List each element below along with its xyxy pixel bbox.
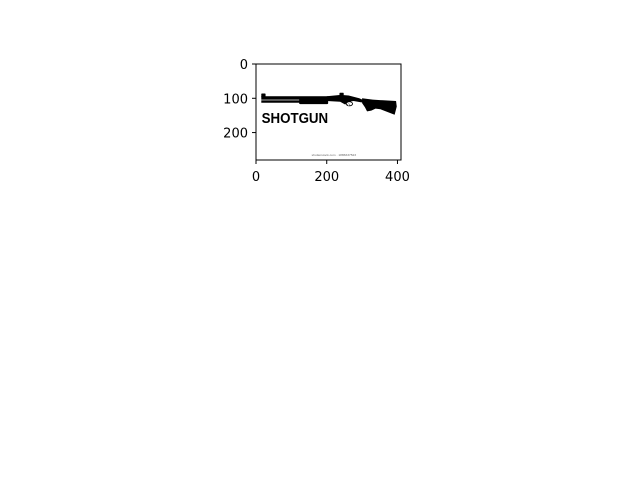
x-tick-label: 200 bbox=[314, 170, 339, 185]
y-tick-label: 200 bbox=[223, 127, 248, 142]
pump-foreend bbox=[299, 98, 329, 105]
trigger bbox=[347, 103, 350, 107]
y-tick-label: 0 bbox=[240, 58, 248, 73]
rear-sight bbox=[339, 92, 344, 96]
y-tick-label: 100 bbox=[223, 92, 248, 107]
image-frame bbox=[255, 63, 402, 161]
shotgun-image: SHOTGUN shutterstock.com · 1886637523 bbox=[261, 92, 397, 157]
image-background bbox=[256, 64, 401, 160]
x-tick-label: 0 bbox=[252, 170, 260, 185]
magazine-tube bbox=[261, 100, 308, 103]
x-tick-label: 400 bbox=[385, 170, 410, 185]
image-caption: SHOTGUN bbox=[262, 110, 328, 127]
receiver bbox=[326, 94, 368, 105]
x-axis: 0 200 400 bbox=[252, 160, 410, 185]
shotgun-barrel bbox=[261, 96, 341, 100]
y-axis: 0 100 200 bbox=[223, 58, 256, 142]
image-watermark: shutterstock.com · 1886637523 bbox=[312, 153, 357, 157]
stock bbox=[362, 98, 397, 115]
shotgun-silhouette bbox=[261, 92, 397, 115]
plot-area: SHOTGUN shutterstock.com · 1886637523 bbox=[255, 63, 402, 161]
trigger-guard bbox=[345, 101, 353, 107]
